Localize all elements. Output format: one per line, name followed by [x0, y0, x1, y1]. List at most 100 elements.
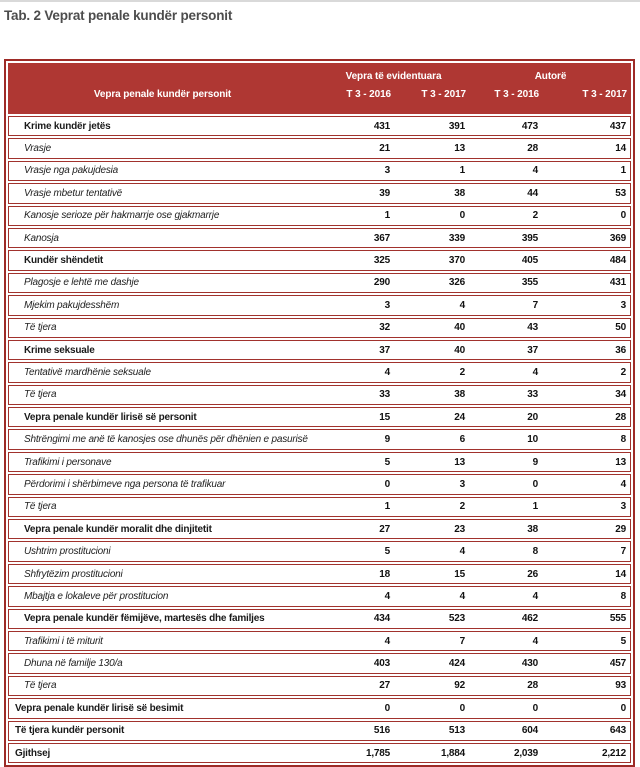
value-autore-2016: 9 [532, 456, 539, 468]
value-autore-2016: 33 [527, 389, 538, 401]
value-vepra-2016: 32 [379, 322, 390, 334]
value-vepra-2017: 513 [448, 725, 465, 737]
value-autore-2016: 7 [532, 299, 539, 311]
period-header-row: Vepra penale kundër personit T 3 - 2016 … [8, 89, 631, 114]
row-label: Vrasje [24, 143, 51, 155]
value-vepra-2016: 290 [373, 277, 390, 289]
value-vepra-2016: 0 [384, 478, 391, 490]
value-autore-2016: 26 [527, 568, 538, 580]
value-autore-2016: 2 [532, 210, 539, 222]
table-row: Kanosja 367 339 395 369 [8, 227, 631, 249]
table-row: Ushtrim prostitucioni 5 4 8 7 [8, 541, 631, 562]
value-vepra-2016: 4 [384, 590, 391, 602]
table-row: Krime seksuale 37 40 37 36 [8, 339, 631, 361]
value-autore-2016: 4 [532, 165, 539, 177]
value-vepra-2016: 5 [384, 546, 391, 558]
table-row: Të tjera 33 38 33 34 [8, 384, 631, 406]
value-autore-2017: 53 [615, 187, 626, 199]
row-label: Të tjera [24, 389, 57, 401]
value-vepra-2017: 370 [448, 255, 465, 267]
table-row: Gjithsej 1,785 1,884 2,039 2,212 [8, 742, 631, 764]
value-autore-2016: 430 [521, 658, 538, 670]
table-body: Krime kundër jetës 431 391 473 437 Vrasj… [8, 116, 631, 764]
value-vepra-2016: 325 [373, 255, 390, 267]
value-autore-2017: 437 [609, 120, 626, 132]
value-autore-2017: 0 [620, 702, 627, 714]
table-row: Trafikimi i personave 5 13 9 13 [8, 451, 631, 473]
value-autore-2016: 43 [527, 322, 538, 334]
table-row: Të tjera 32 40 43 50 [8, 317, 631, 338]
value-autore-2017: 643 [609, 725, 626, 737]
value-autore-2017: 555 [609, 613, 626, 625]
table-row: Mbajtja e lokaleve për prostitucion 4 4 … [8, 586, 631, 607]
table-row: Të tjera 1 2 1 3 [8, 496, 631, 518]
value-vepra-2017: 4 [459, 299, 466, 311]
value-vepra-2017: 38 [454, 389, 465, 401]
value-vepra-2016: 1,785 [365, 747, 390, 759]
value-vepra-2016: 3 [384, 299, 391, 311]
row-label: Kanosje serioze për hakmarrje ose gjakma… [24, 210, 220, 222]
column-group-header-row: Vepra të evidentuara Autorë [8, 63, 631, 89]
value-vepra-2016: 39 [379, 187, 390, 199]
table-row: Trafikimi i të miturit 4 7 4 5 [8, 630, 631, 652]
table-header: Vepra të evidentuara Autorë Vepra penale… [8, 63, 631, 114]
value-autore-2016: 1 [532, 501, 539, 513]
row-label: Vepra penale kundër lirisë së besimit [15, 702, 184, 714]
value-autore-2016: 4 [532, 635, 539, 647]
row-label: Tentativë mardhënie seksuale [24, 366, 151, 378]
value-autore-2016: 10 [527, 434, 538, 446]
row-label: Trafikimi i të miturit [24, 635, 103, 647]
row-label: Përdorimi i shërbimeve nga persona të tr… [24, 478, 226, 490]
row-label: Të tjera kundër personit [15, 725, 125, 737]
row-label: Vepra penale kundër lirisë së personit [24, 411, 197, 423]
value-autore-2016: 37 [527, 344, 538, 356]
column-group-autore: Autorë [534, 70, 567, 82]
value-vepra-2016: 403 [373, 658, 390, 670]
table-row: Mjekim pakujdesshëm 3 4 7 3 [8, 295, 631, 316]
value-autore-2016: 8 [532, 546, 539, 558]
value-vepra-2016: 27 [379, 523, 390, 535]
row-label: Vepra penale kundër fëmijëve, martesës d… [24, 613, 265, 625]
value-vepra-2016: 431 [373, 120, 390, 132]
value-vepra-2017: 7 [459, 635, 466, 647]
table-row: Shfrytëzim prostitucioni 18 15 26 14 [8, 563, 631, 585]
value-vepra-2016: 21 [379, 143, 390, 155]
crime-statistics-table: Vepra të evidentuara Autorë Vepra penale… [4, 59, 635, 767]
table-row: Vepra penale kundër lirisë së personit 1… [8, 407, 631, 428]
value-autore-2016: 405 [521, 255, 538, 267]
value-autore-2016: 604 [521, 725, 538, 737]
value-vepra-2017: 2 [459, 366, 466, 378]
value-vepra-2017: 13 [454, 143, 465, 155]
table-row: Vrasje nga pakujdesia 3 1 4 1 [8, 160, 631, 182]
value-autore-2016: 0 [532, 702, 539, 714]
value-autore-2017: 484 [609, 255, 626, 267]
table-row: Krime kundër jetës 431 391 473 437 [8, 116, 631, 137]
value-vepra-2017: 6 [459, 434, 466, 446]
value-vepra-2016: 37 [379, 344, 390, 356]
value-autore-2017: 14 [615, 568, 626, 580]
row-label: Kundër shëndetit [24, 255, 104, 267]
value-vepra-2017: 23 [454, 523, 465, 535]
value-vepra-2017: 4 [459, 590, 466, 602]
value-autore-2016: 2,039 [513, 747, 538, 759]
value-autore-2017: 1 [620, 165, 627, 177]
table-row: Plagosje e lehtë me dashje 290 326 355 4… [8, 272, 631, 294]
value-autore-2016: 4 [532, 590, 539, 602]
value-autore-2016: 28 [527, 680, 538, 692]
value-vepra-2017: 15 [454, 568, 465, 580]
value-vepra-2017: 38 [454, 187, 465, 199]
value-vepra-2016: 15 [379, 411, 390, 423]
row-label: Gjithsej [15, 747, 51, 759]
value-vepra-2016: 18 [379, 568, 390, 580]
value-vepra-2016: 0 [384, 702, 391, 714]
table-row: Vepra penale kundër fëmijëve, martesës d… [8, 608, 631, 629]
value-autore-2017: 4 [620, 478, 627, 490]
value-vepra-2017: 0 [459, 210, 466, 222]
value-vepra-2016: 5 [384, 456, 391, 468]
value-autore-2017: 93 [615, 680, 626, 692]
table-row: Kundër shëndetit 325 370 405 484 [8, 250, 631, 271]
row-label: Të tjera [24, 322, 57, 334]
value-autore-2016: 28 [527, 143, 538, 155]
value-vepra-2016: 4 [384, 366, 391, 378]
